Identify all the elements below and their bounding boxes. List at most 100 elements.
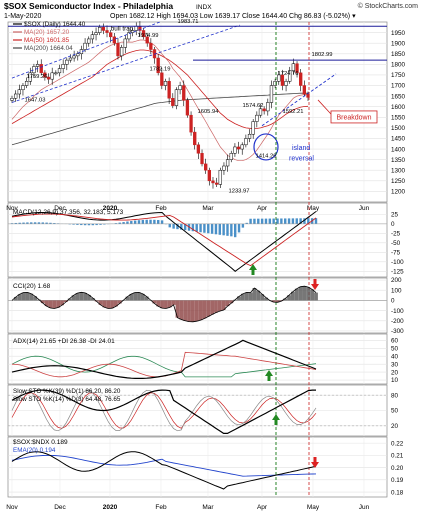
cci-area <box>113 300 118 307</box>
candle-body <box>28 72 32 82</box>
macd-histogram-bar <box>287 218 291 224</box>
cci-area <box>83 292 88 301</box>
macd-histogram-bar <box>295 218 298 224</box>
cci-area <box>17 294 22 301</box>
y-tick-label: 0.21 <box>391 453 404 460</box>
cci-area <box>137 292 141 301</box>
macd-histogram-bar <box>222 223 225 236</box>
candle-body <box>65 59 69 65</box>
candle-body <box>266 102 270 112</box>
candle-body <box>277 74 281 82</box>
candle-body <box>127 32 131 40</box>
cci-area <box>190 300 195 322</box>
y-tick-label: 1550 <box>391 114 406 121</box>
ratio-line <box>11 451 317 490</box>
candle-body <box>119 47 124 57</box>
candle-body <box>116 42 120 57</box>
candle-body <box>123 38 127 48</box>
cci-area <box>56 300 61 308</box>
x-tick-label: 2020 <box>103 504 118 511</box>
macd-histogram-bar <box>10 223 14 224</box>
macd-histogram-bar <box>168 223 171 228</box>
macd-histogram-bar <box>241 223 245 228</box>
y-tick-label: 0.19 <box>391 477 404 484</box>
macd-histogram-bar <box>199 223 202 233</box>
y-tick-label: 40 <box>391 353 399 360</box>
cci-area <box>33 296 37 301</box>
y-tick-label: -25 <box>391 231 401 238</box>
y-tick-label: 25 <box>391 212 399 219</box>
price-annotation: 1414.26 <box>256 154 277 160</box>
cci-area <box>252 288 257 301</box>
cci-area <box>306 287 311 301</box>
macd-histogram-bar <box>226 223 229 236</box>
y-tick-label: 1800 <box>391 62 406 69</box>
macd-histogram-bar <box>153 219 156 224</box>
breakdown-label: Breakdown <box>336 115 371 122</box>
macd-histogram-bar <box>130 221 133 224</box>
macd-histogram-bar <box>207 223 210 234</box>
price-annotation: 1724.76 <box>278 71 299 77</box>
cci-area <box>314 292 318 301</box>
macd-histogram-bar <box>80 223 83 226</box>
price-annotation: 1592.21 <box>283 109 304 115</box>
x-tick-label: Dec <box>54 205 66 212</box>
y-tick-label: 1200 <box>391 189 406 196</box>
candle-body <box>98 27 102 33</box>
panel-frame <box>7 436 388 498</box>
cci-area <box>160 300 164 309</box>
y-tick-label: 100 <box>391 287 402 294</box>
y-tick-label: 1850 <box>391 51 406 58</box>
cci-area <box>25 292 30 301</box>
candle-body <box>105 30 109 33</box>
y-tick-label: 1650 <box>391 93 406 100</box>
breakdown-pointer <box>317 99 334 117</box>
price-annotation: 1605.94 <box>198 109 220 115</box>
cci-area <box>71 295 76 301</box>
candle-body <box>214 182 219 185</box>
macd-histogram-bar <box>22 222 25 224</box>
candle-body <box>10 97 14 101</box>
candle-body <box>193 131 197 146</box>
y-tick-label: -75 <box>391 250 401 257</box>
candle-body <box>240 144 244 150</box>
candle-body <box>182 85 186 101</box>
cci-area <box>198 300 203 321</box>
macd-histogram-bar <box>307 218 310 224</box>
candle-body <box>211 180 215 184</box>
macd-histogram-bar <box>72 223 75 225</box>
y-tick-label: 1500 <box>391 125 406 132</box>
candle-body <box>273 81 277 86</box>
candle-body <box>236 146 241 150</box>
cci-area <box>110 300 114 309</box>
macd-signal-line <box>11 213 317 267</box>
breakdown-box <box>330 110 378 124</box>
y-tick-label: 1700 <box>391 83 406 90</box>
candle-body <box>72 55 76 59</box>
price-annotation: 1233.97 <box>229 188 250 194</box>
macd-histogram-bar <box>45 222 48 224</box>
candle-body <box>61 64 65 69</box>
price-annotation: 1759.26 <box>27 74 48 80</box>
y-tick-label: 1300 <box>391 167 406 174</box>
y-tick-label: 0.18 <box>391 489 404 496</box>
macd-histogram-bar <box>83 223 87 226</box>
island-reversal-label: island <box>292 145 310 152</box>
y-tick-label: 1900 <box>391 40 406 47</box>
y-tick-label: 1350 <box>391 157 406 164</box>
cci-area <box>167 300 172 308</box>
macd-histogram-bar <box>218 223 221 235</box>
cci-area <box>202 300 207 319</box>
candle-body <box>218 169 222 185</box>
cci-area <box>237 296 241 301</box>
y-tick-label: 1450 <box>391 136 406 143</box>
candle-body <box>24 81 29 86</box>
macd-histogram-bar <box>172 223 175 229</box>
candle-body <box>258 108 263 116</box>
macd-histogram-bar <box>14 222 18 224</box>
island-reversal-label: reversal <box>289 156 314 163</box>
cci-area <box>291 291 295 301</box>
price-annotation: 1974.99 <box>138 33 159 39</box>
macd-histogram-bar <box>118 222 121 224</box>
legend-entry: MA(20) 1657.20 <box>24 29 70 36</box>
